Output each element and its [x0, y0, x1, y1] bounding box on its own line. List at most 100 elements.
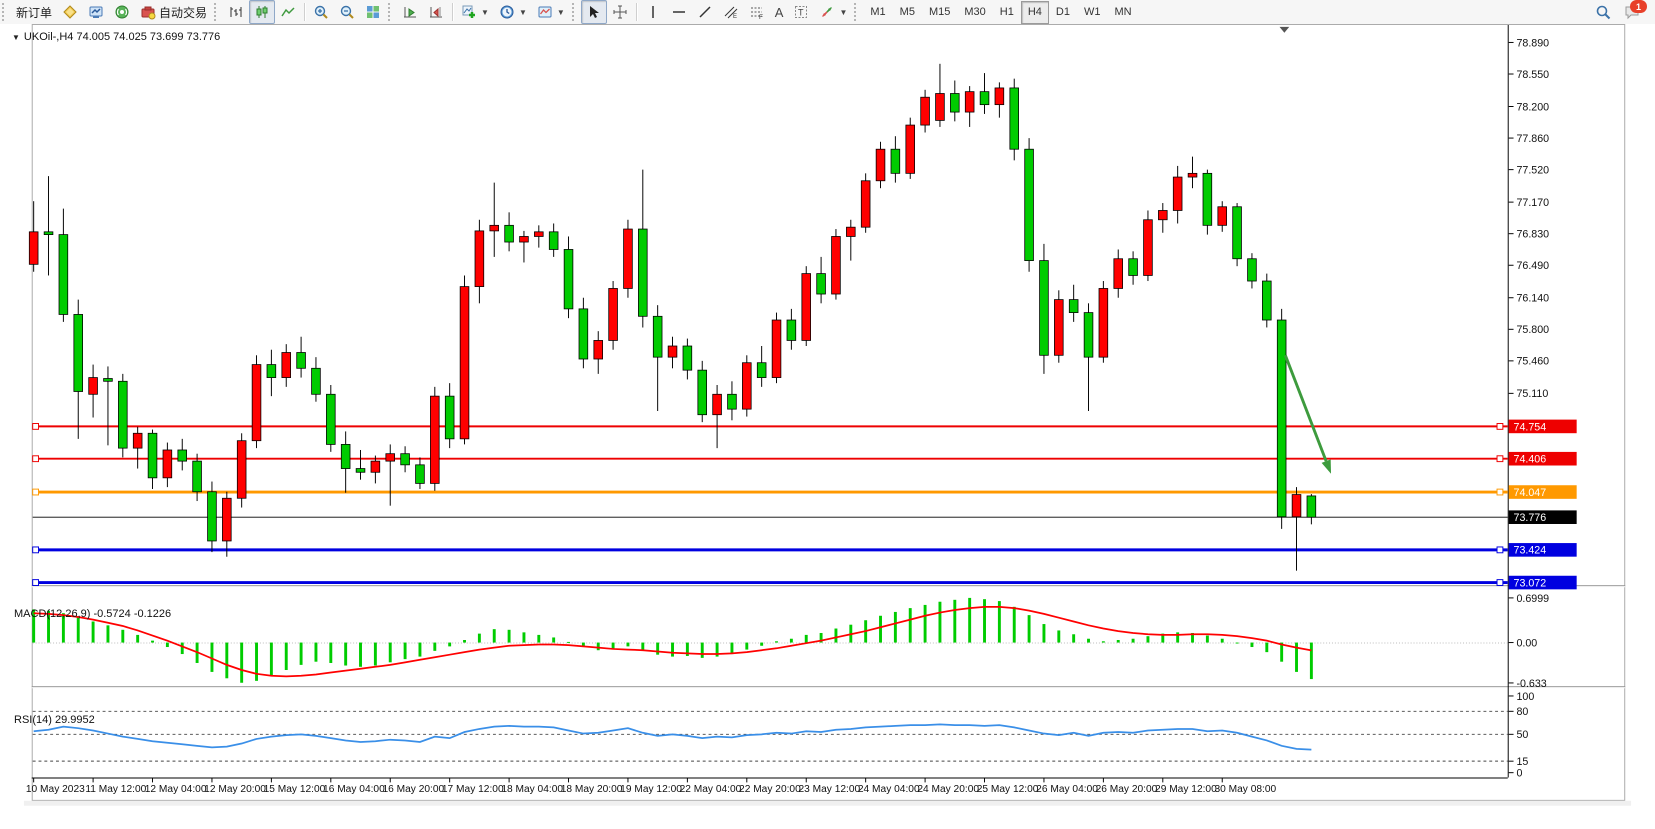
macd-bar: [448, 642, 452, 647]
time-tick-label[interactable]: 23 May 12:00: [798, 784, 860, 795]
time-tick-label[interactable]: 12 May 20:00: [204, 784, 266, 795]
periods-dropdown-caret[interactable]: ▼: [518, 7, 527, 17]
toolbar-drag-handle[interactable]: [854, 3, 861, 21]
macd-bar: [879, 615, 882, 643]
candle-body: [207, 491, 217, 542]
toolbar-drag-handle[interactable]: [214, 3, 221, 21]
candle-body: [593, 340, 603, 360]
candlestick-chart-button[interactable]: [249, 0, 276, 24]
search-button[interactable]: [1590, 0, 1617, 24]
hline-anchor[interactable]: [32, 546, 40, 554]
fibonacci-tool-button[interactable]: F: [744, 0, 770, 24]
hline-anchor[interactable]: [1496, 546, 1504, 554]
hline-anchor[interactable]: [1496, 579, 1504, 586]
candle-body: [1291, 494, 1302, 518]
symbol-info-line[interactable]: ▼ UKOil-,H4 74.005 74.025 73.699 73.776: [12, 31, 220, 43]
arrows-dropdown-caret[interactable]: ▼: [839, 7, 848, 17]
timeframe-button-M1[interactable]: M1: [870, 6, 886, 18]
toolbar-drag-handle[interactable]: [571, 3, 579, 21]
toolbar-group-chart-type: [223, 0, 301, 24]
time-tick-label[interactable]: 16 May 20:00: [382, 784, 444, 795]
time-tick-label[interactable]: 19 May 12:00: [620, 784, 682, 795]
chart-canvas[interactable]: 78.890 78.550 78.200 77.860 77.520 77.170 76.8…: [0, 24, 1655, 829]
time-tick-label[interactable]: 30 May 08:00: [1214, 784, 1276, 795]
candle-body: [1009, 87, 1019, 150]
price-line-badge: [1508, 543, 1577, 557]
channel-tool-button[interactable]: E: [718, 0, 744, 24]
hline-anchor[interactable]: [32, 423, 40, 430]
text-label-tool-button[interactable]: T: [788, 0, 814, 24]
time-tick-label[interactable]: 22 May 04:00: [680, 784, 742, 795]
timeframe-button-D1[interactable]: D1: [1055, 6, 1070, 18]
timeframe-button-M30[interactable]: M30: [964, 6, 986, 18]
notifications-button[interactable]: 1: [1623, 0, 1647, 22]
line-chart-button[interactable]: [275, 0, 301, 24]
price-tick-label: 77.170: [1516, 197, 1549, 209]
market-watch-button[interactable]: [83, 0, 109, 24]
zoom-in-button[interactable]: [308, 0, 334, 24]
macd-bar: [1205, 635, 1209, 643]
macd-bar: [47, 610, 50, 643]
hline-anchor[interactable]: [32, 579, 40, 586]
macd-bar: [938, 601, 942, 643]
time-tick-label[interactable]: 11 May 12:00: [85, 784, 146, 795]
equidistant-channel-icon: E: [723, 4, 739, 20]
tile-windows-button[interactable]: [360, 0, 386, 24]
bar-chart-button[interactable]: [223, 0, 249, 24]
hline-anchor[interactable]: [1496, 488, 1504, 496]
zoom-in-icon: [313, 4, 329, 20]
time-tick-label[interactable]: 26 May 04:00: [1036, 784, 1098, 795]
timeframe-button-H1[interactable]: H1: [999, 6, 1014, 18]
templates-dropdown-caret[interactable]: ▼: [556, 7, 565, 17]
new-order-button[interactable]: 新订单: [11, 0, 57, 24]
macd-indicator-label: MACD(12,26,9) -0.5724 -0.1226: [14, 608, 172, 620]
auto-scroll-button[interactable]: [397, 0, 423, 24]
trendline-tool-button[interactable]: [692, 0, 718, 24]
cursor-tool-button[interactable]: [580, 0, 607, 24]
time-tick-label[interactable]: 16 May 04:00: [323, 784, 385, 795]
toolbar-drag-handle[interactable]: [388, 3, 395, 21]
chart-shift-button[interactable]: [423, 0, 449, 24]
indicators-dropdown-caret[interactable]: ▼: [481, 7, 489, 17]
time-tick-label[interactable]: 17 May 12:00: [442, 784, 504, 795]
auto-trading-button[interactable]: 自动交易: [135, 0, 212, 24]
templates-button[interactable]: ▼: [532, 0, 570, 24]
time-tick-label[interactable]: 12 May 04:00: [145, 784, 207, 795]
profiles-button[interactable]: [57, 0, 83, 24]
candle-body: [1276, 319, 1287, 518]
time-tick-label[interactable]: 26 May 20:00: [1096, 784, 1158, 795]
hline-anchor[interactable]: [32, 455, 40, 463]
chart-shift-marker[interactable]: [1279, 26, 1290, 33]
time-tick-label[interactable]: 10 May 2023: [26, 784, 85, 795]
timeframe-button-M5[interactable]: M5: [899, 6, 915, 18]
trend-arrow-head[interactable]: [1321, 459, 1332, 474]
vertical-line-tool-button[interactable]: [640, 0, 666, 24]
indicators-button[interactable]: ▼: [456, 0, 494, 24]
timeframe-button-H4[interactable]: H4: [1020, 0, 1049, 24]
time-tick-label[interactable]: 25 May 12:00: [977, 784, 1039, 795]
toolbar-drag-handle[interactable]: [2, 3, 9, 21]
timeframe-button-W1[interactable]: W1: [1083, 6, 1101, 18]
time-tick-label[interactable]: 15 May 12:00: [264, 784, 326, 795]
hline-anchor[interactable]: [32, 488, 40, 496]
time-tick-label[interactable]: 18 May 20:00: [561, 784, 623, 795]
time-tick-label[interactable]: 24 May 20:00: [917, 784, 979, 795]
time-tick-label[interactable]: 18 May 04:00: [501, 784, 563, 795]
timeframe-button-MN[interactable]: MN: [1114, 6, 1132, 18]
zoom-out-button[interactable]: [334, 0, 360, 24]
crosshair-tool-button[interactable]: [607, 0, 633, 24]
trend-arrow[interactable]: [1283, 354, 1328, 462]
horizontal-line-tool-button[interactable]: [666, 0, 692, 24]
hline-anchor[interactable]: [1496, 423, 1504, 430]
periods-button[interactable]: ▼: [494, 0, 532, 24]
arrows-tool-button[interactable]: ▼: [814, 0, 852, 24]
time-tick-label[interactable]: 29 May 12:00: [1155, 784, 1217, 795]
time-tick-label[interactable]: 24 May 04:00: [858, 784, 920, 795]
vertical-line-icon: [645, 4, 661, 20]
text-tool-button[interactable]: A: [770, 0, 789, 24]
quotes-button[interactable]: [109, 0, 135, 24]
timeframe-button-M15[interactable]: M15: [928, 6, 951, 18]
time-tick-label[interactable]: 22 May 20:00: [739, 784, 801, 795]
hline-anchor[interactable]: [1496, 455, 1504, 463]
candle-body: [147, 432, 158, 479]
